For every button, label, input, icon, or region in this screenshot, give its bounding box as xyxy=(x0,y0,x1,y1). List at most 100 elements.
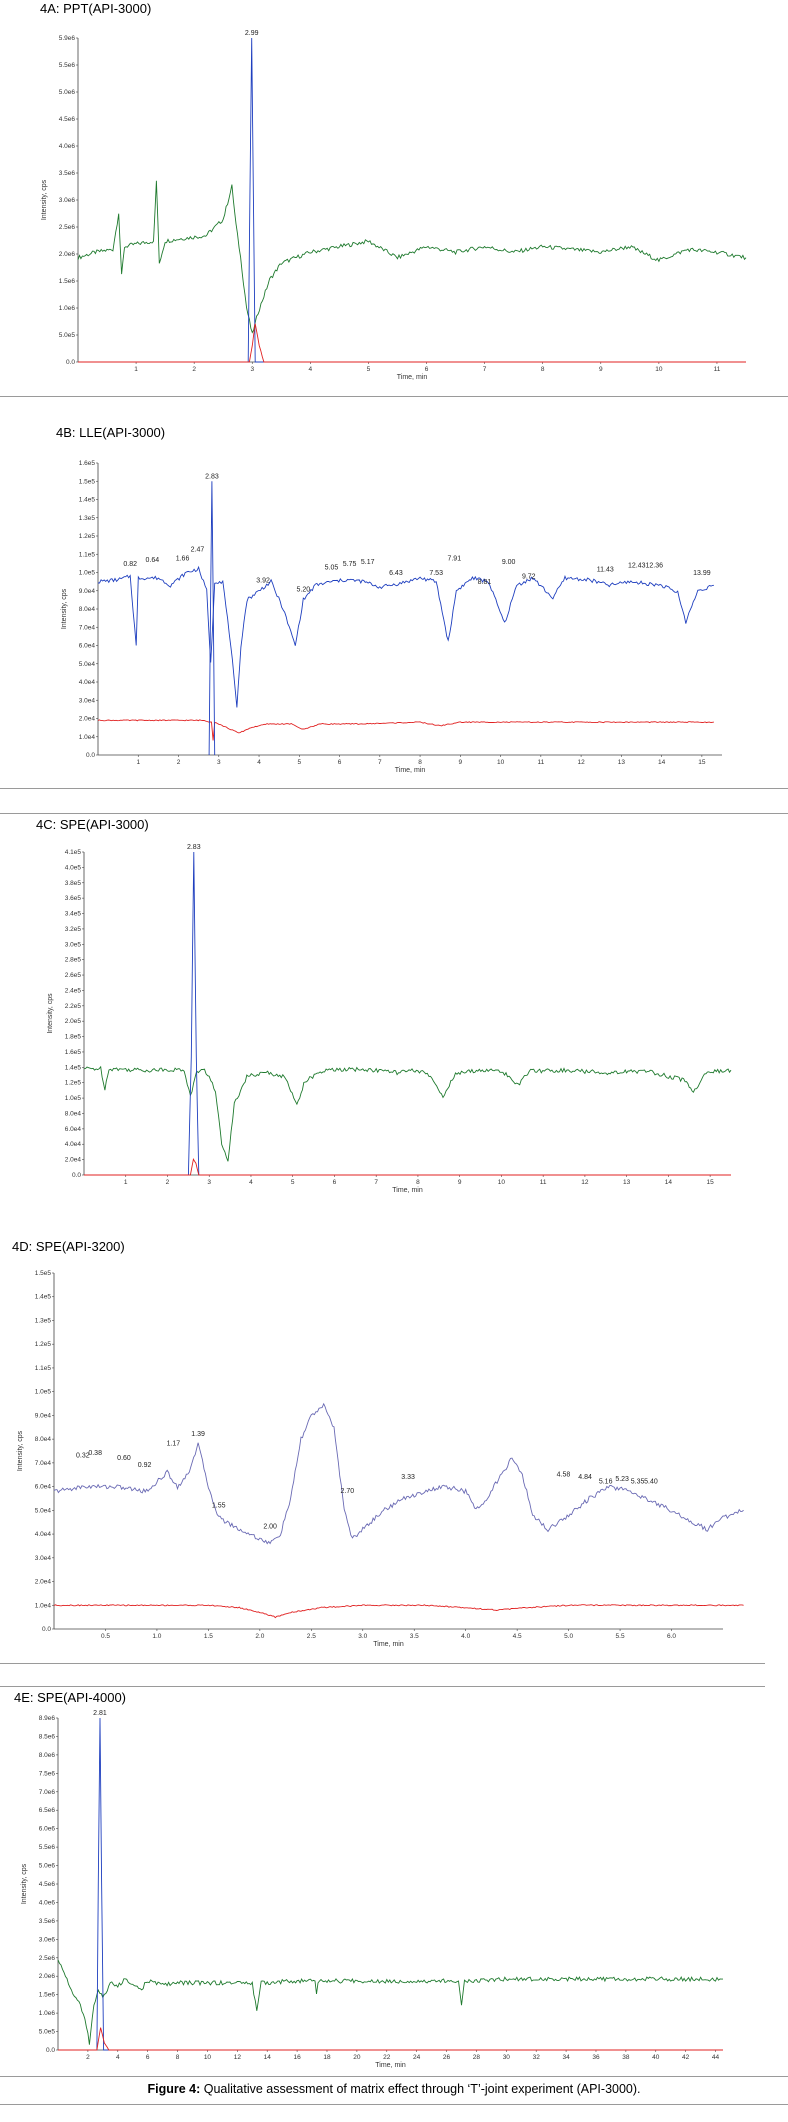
y-tick-label: 8.0e6 xyxy=(39,1752,56,1759)
y-tick-label: 9.0e4 xyxy=(35,1412,52,1419)
x-tick-label: 2 xyxy=(166,1179,170,1186)
y-tick-label: 5.9e6 xyxy=(59,35,76,42)
peak-label: 3.33 xyxy=(401,1474,415,1481)
x-tick-label: 12 xyxy=(234,2054,242,2061)
y-tick-label: 2.2e5 xyxy=(65,1003,82,1010)
x-tick-label: 14 xyxy=(264,2054,272,2061)
x-tick-label: 8 xyxy=(541,366,545,373)
series-green-line xyxy=(83,1065,732,1162)
y-tick-label: 3.0e6 xyxy=(39,1936,56,1943)
series-blue-line xyxy=(58,1717,723,2051)
y-tick-label: 4.0e4 xyxy=(35,1531,52,1538)
y-tick-label: 1.5e6 xyxy=(59,278,76,285)
x-tick-label: 28 xyxy=(473,2054,481,2061)
panel-4e: 4E: SPE(API-4000) 0.0 5.0e5 1.0e6 1.5e6 2.0e… xyxy=(0,1688,788,2069)
peak-label: 2.81 xyxy=(93,1710,107,1717)
x-tick-label: 30 xyxy=(503,2054,511,2061)
y-tick-label: 0.0 xyxy=(46,2047,55,2054)
y-tick-label: 7.0e4 xyxy=(35,1460,52,1467)
x-tick-label: 44 xyxy=(712,2054,720,2061)
chart-title: 4D: SPE(API-3200) xyxy=(12,1239,125,1254)
x-tick-label: 6.0 xyxy=(667,1633,676,1640)
y-tick-label: 3.2e5 xyxy=(65,926,82,933)
x-tick-label: 0.5 xyxy=(101,1633,110,1640)
series-blue-line xyxy=(98,565,714,708)
peak-label: 7.91 xyxy=(447,555,461,562)
y-tick-label: 2.0e4 xyxy=(65,1157,82,1164)
x-tick-label: 1.0 xyxy=(152,1633,161,1640)
peak-label: 9.72 xyxy=(522,574,536,581)
y-tick-label: 4.1e5 xyxy=(65,849,82,856)
y-tick-label: 1.5e5 xyxy=(35,1270,52,1277)
peak-label: 13.99 xyxy=(693,570,711,577)
peak-label: 1.39 xyxy=(191,1431,205,1438)
figure-caption: Figure 4: Qualitative assessment of matr… xyxy=(0,2082,788,2096)
separator xyxy=(0,813,788,814)
x-axis-label: Time, min xyxy=(373,1641,404,1648)
y-tick-label: 2.0e4 xyxy=(79,716,96,723)
peak-label: 1.17 xyxy=(167,1441,181,1448)
y-tick-label: 1.0e6 xyxy=(59,305,76,312)
y-tick-label: 1.3e5 xyxy=(35,1317,52,1324)
x-tick-label: 2.0 xyxy=(255,1633,264,1640)
peak-label: 0.92 xyxy=(138,1462,152,1469)
peak-label: 5.40 xyxy=(644,1479,658,1486)
y-tick-label: 3.0e4 xyxy=(35,1555,52,1562)
y-tick-label: 1.5e5 xyxy=(79,478,96,485)
separator xyxy=(0,1663,765,1664)
peak-label: 1.66 xyxy=(176,555,190,562)
y-tick-label: 7.5e6 xyxy=(39,1770,56,1777)
peak-label: 0.32 xyxy=(76,1452,90,1459)
peak-label: 2.47 xyxy=(191,546,205,553)
x-tick-label: 11 xyxy=(540,1179,547,1186)
y-tick-label: 4.5e6 xyxy=(39,1881,56,1888)
caption-label: Figure 4: xyxy=(147,2082,201,2096)
chart-4c: 0.0 2.0e4 4.0e4 6.0e4 8.0e4 1.0e5 1.2e5 1.4e5 1.… xyxy=(47,844,732,1194)
x-tick-label: 16 xyxy=(293,2054,301,2061)
x-tick-label: 38 xyxy=(622,2054,630,2061)
y-tick-label: 1.0e4 xyxy=(35,1602,52,1609)
separator xyxy=(0,2104,788,2105)
x-tick-label: 34 xyxy=(562,2054,570,2061)
x-tick-label: 8 xyxy=(418,759,422,766)
x-tick-label: 3 xyxy=(207,1179,211,1186)
y-tick-label: 1.4e5 xyxy=(79,497,96,504)
x-tick-label: 9 xyxy=(458,1179,462,1186)
y-tick-label: 4.5e6 xyxy=(59,116,76,123)
y-tick-label: 8.9e6 xyxy=(39,1715,56,1722)
y-tick-label: 1.0e5 xyxy=(65,1095,82,1102)
y-axis-label: Intensity, cps xyxy=(41,179,48,220)
y-tick-label: 2.0e4 xyxy=(35,1579,52,1586)
x-tick-label: 2 xyxy=(86,2054,90,2061)
peak-label: 9.00 xyxy=(502,559,516,566)
series-red-line xyxy=(84,1157,731,1176)
series-red-line xyxy=(58,2027,723,2051)
series-red-line xyxy=(97,719,714,741)
y-tick-label: 1.5e6 xyxy=(39,1992,56,1999)
y-tick-label: 3.5e6 xyxy=(59,170,76,177)
x-tick-label: 6 xyxy=(333,1179,337,1186)
x-tick-label: 5 xyxy=(367,366,371,373)
peak-label: 7.53 xyxy=(429,570,443,577)
x-tick-label: 42 xyxy=(682,2054,690,2061)
series-red-line xyxy=(78,323,746,363)
peak-label: 5.23 xyxy=(615,1476,629,1483)
x-tick-label: 14 xyxy=(658,759,666,766)
y-tick-label: 3.5e6 xyxy=(39,1918,56,1925)
x-tick-label: 7 xyxy=(378,759,382,766)
x-tick-label: 12 xyxy=(577,759,585,766)
y-tick-label: 0.0 xyxy=(86,752,95,759)
y-tick-label: 4.0e6 xyxy=(59,143,76,150)
y-tick-label: 1.6e5 xyxy=(79,460,96,467)
y-tick-label: 2.5e6 xyxy=(59,224,76,231)
peak-label: 0.38 xyxy=(88,1450,102,1457)
peak-label: 6.43 xyxy=(389,570,403,577)
y-tick-label: 9.0e4 xyxy=(79,588,96,595)
x-tick-label: 14 xyxy=(665,1179,673,1186)
x-tick-label: 5.0 xyxy=(564,1633,573,1640)
x-tick-label: 6 xyxy=(146,2054,150,2061)
peak-label: 2.83 xyxy=(187,844,201,851)
y-tick-label: 1.0e5 xyxy=(35,1389,52,1396)
y-tick-label: 5.0e4 xyxy=(79,661,96,668)
y-tick-label: 0.0 xyxy=(72,1172,81,1179)
